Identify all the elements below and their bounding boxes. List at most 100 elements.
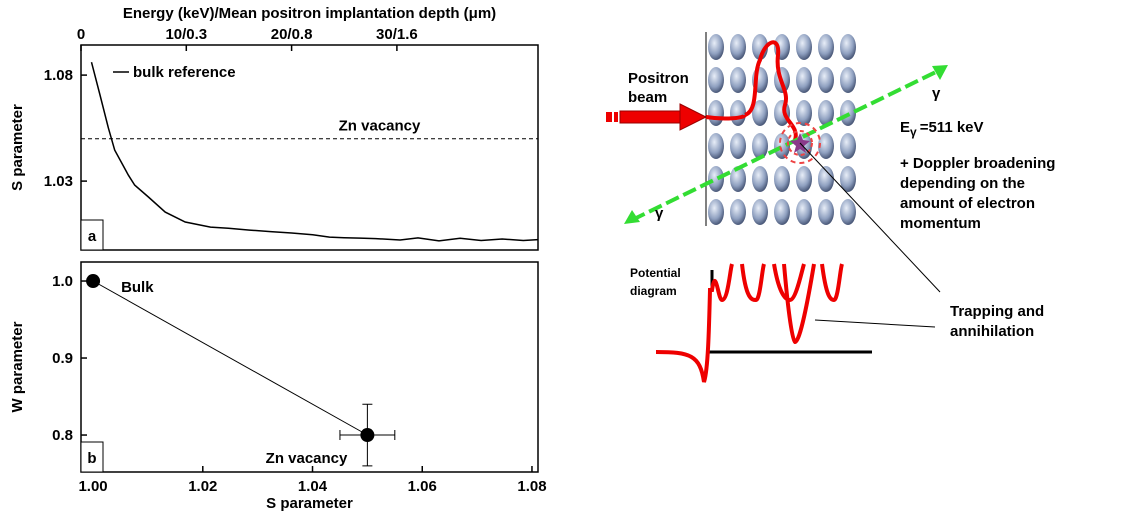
atom	[752, 199, 768, 225]
legend-label: bulk reference	[133, 64, 236, 81]
x-tick-label: 1.02	[188, 478, 217, 495]
trapping-label: Trapping and annihilation	[950, 303, 1044, 340]
atom	[752, 100, 768, 126]
gamma-arrow	[624, 210, 640, 224]
atom	[818, 67, 834, 93]
x-tick-label: 1.04	[298, 478, 328, 495]
positron-path	[743, 40, 798, 141]
pointer-line	[799, 142, 941, 293]
doppler-line: depending on the	[900, 175, 1025, 192]
beam-arrow-head	[679, 103, 708, 131]
y-axis-title: S parameter	[9, 104, 26, 191]
y-axis-title: W parameter	[9, 321, 26, 412]
y-tick-label: 1.0	[52, 273, 73, 290]
atom	[818, 166, 834, 192]
point-label: Zn vacancy	[266, 450, 348, 467]
atom	[796, 67, 812, 93]
beam-tail	[606, 112, 612, 122]
point-label: Bulk	[121, 279, 154, 296]
lattice	[708, 34, 856, 225]
x-tick-label: 1.08	[517, 478, 546, 495]
x-tick-label: 1.06	[408, 478, 437, 495]
x-axis-title: Energy (keV)/Mean positron implantation …	[123, 5, 496, 22]
y-tick-label: 0.8	[52, 427, 73, 444]
beam-label-line: Positron	[628, 70, 689, 87]
potential-line: Potential	[630, 266, 681, 280]
gamma-label: γ	[932, 85, 941, 102]
trapping-line: annihilation	[950, 323, 1034, 340]
atom	[818, 199, 834, 225]
data-line	[90, 62, 539, 242]
plot-frame	[80, 44, 539, 251]
x-tick-label: 10/0.3	[165, 26, 207, 43]
atom	[840, 199, 856, 225]
potential-curve	[655, 263, 844, 383]
x-axis-title: S parameter	[266, 495, 353, 512]
reference-label: Zn vacancy	[339, 118, 421, 135]
atom	[708, 34, 724, 60]
x-tick-label: 1.00	[78, 478, 107, 495]
gamma-label: γ	[655, 205, 664, 222]
connect-line	[92, 280, 368, 436]
atom	[774, 166, 790, 192]
positron-path	[705, 113, 747, 121]
diagram: Positron beam γ γ Eγ =511 keV + Doppler br…	[606, 32, 1055, 383]
panel-label-box	[80, 219, 104, 251]
y-tick-label: 1.03	[44, 173, 73, 190]
atom	[774, 133, 790, 159]
pointer-line	[814, 319, 936, 328]
atom	[752, 133, 768, 159]
atom	[752, 166, 768, 192]
annihilation-ring	[779, 122, 821, 164]
atom	[730, 100, 746, 126]
x-tick-label: 0	[77, 26, 85, 43]
atom	[708, 100, 724, 126]
atom	[730, 166, 746, 192]
atom	[840, 67, 856, 93]
panel-label-box	[80, 441, 104, 473]
atom	[818, 34, 834, 60]
panel-label: b	[87, 450, 96, 467]
doppler-line: + Doppler broadening	[900, 155, 1055, 172]
atom	[818, 133, 834, 159]
beam-label: Positron beam	[628, 70, 689, 106]
y-tick-label: 1.08	[44, 67, 73, 84]
atom	[708, 166, 724, 192]
atom	[774, 199, 790, 225]
atom	[796, 166, 812, 192]
plot-frame	[80, 261, 539, 473]
atom	[796, 34, 812, 60]
atom	[840, 34, 856, 60]
beam-arrow	[619, 110, 683, 124]
gamma-arrow	[932, 65, 948, 80]
doppler-line: momentum	[900, 215, 981, 232]
atom	[840, 133, 856, 159]
energy-subscript: γ	[910, 125, 917, 139]
energy-value: =511 keV	[920, 119, 984, 136]
x-tick-label: 20/0.8	[271, 26, 313, 43]
doppler-line: amount of electron	[900, 195, 1035, 212]
x-tick-label: 30/1.6	[376, 26, 418, 43]
potential-line: diagram	[630, 284, 677, 298]
atom	[730, 67, 746, 93]
trapping-line: Trapping and	[950, 303, 1044, 320]
data-point	[86, 274, 101, 289]
atom	[708, 199, 724, 225]
energy-label: Eγ =511 keV	[900, 119, 984, 139]
gamma-ray	[631, 68, 941, 222]
y-tick-label: 0.9	[52, 350, 73, 367]
potential-label: Potential diagram	[630, 266, 681, 298]
atom	[730, 133, 746, 159]
atom	[708, 67, 724, 93]
atom	[708, 133, 724, 159]
atom	[818, 100, 834, 126]
beam-tail	[614, 112, 618, 122]
beam-label-line: beam	[628, 89, 667, 106]
panel-label: a	[88, 228, 97, 245]
doppler-text: + Doppler broadening depending on the amou…	[900, 155, 1055, 232]
atom	[796, 199, 812, 225]
annihilation-ring	[787, 130, 813, 156]
atom	[840, 166, 856, 192]
